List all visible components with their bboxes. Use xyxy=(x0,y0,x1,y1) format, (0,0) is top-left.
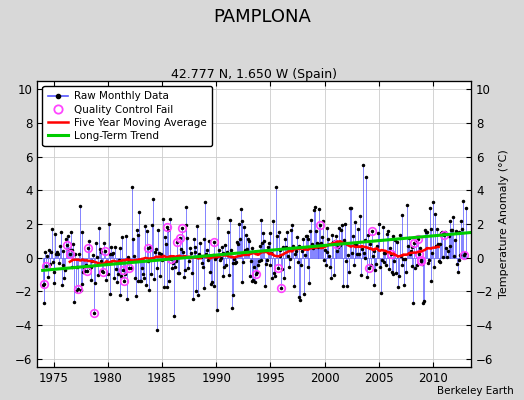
Y-axis label: Temperature Anomaly (°C): Temperature Anomaly (°C) xyxy=(499,150,509,298)
Text: PAMPLONA: PAMPLONA xyxy=(213,8,311,26)
Title: 42.777 N, 1.650 W (Spain): 42.777 N, 1.650 W (Spain) xyxy=(171,68,337,81)
Legend: Raw Monthly Data, Quality Control Fail, Five Year Moving Average, Long-Term Tren: Raw Monthly Data, Quality Control Fail, … xyxy=(42,86,212,146)
Text: Berkeley Earth: Berkeley Earth xyxy=(437,386,514,396)
